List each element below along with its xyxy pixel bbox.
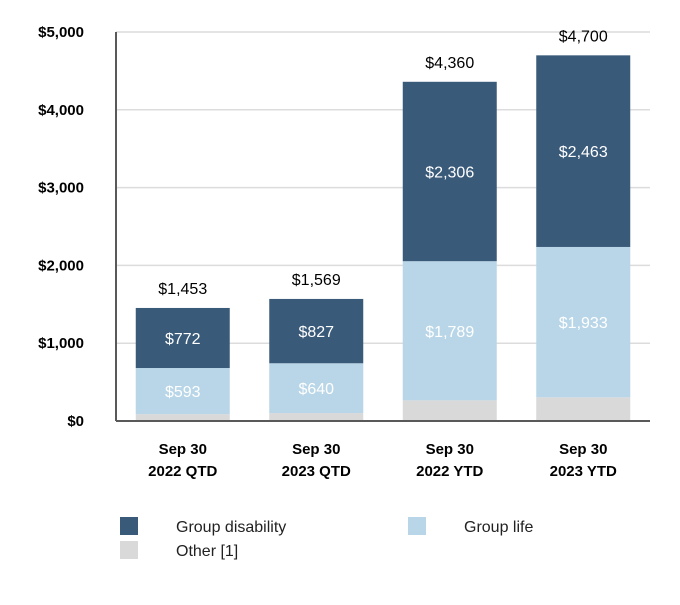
bar-segment-group-life [269, 363, 364, 414]
bar-segment-other-1 [135, 414, 230, 421]
data-label: $2,306 [425, 164, 474, 181]
bar-segment-group-disability [135, 307, 230, 369]
x-category-label: Sep 30 [292, 441, 340, 458]
x-category-label: 2022 YTD [416, 463, 483, 480]
bar-segment-group-disability [402, 81, 497, 262]
legend-label: Other [1] [176, 543, 238, 560]
bar-segment-group-life [536, 246, 631, 398]
total-label: $4,700 [559, 28, 608, 45]
data-label: $640 [298, 381, 334, 398]
bar-segment-group-life [135, 368, 230, 415]
total-label: $4,360 [425, 55, 474, 72]
bar-segment-group-disability [269, 298, 364, 364]
data-label: $593 [165, 384, 201, 401]
legend-label: Group life [464, 519, 533, 536]
data-label: $2,463 [559, 144, 608, 161]
x-category-label: 2023 QTD [282, 463, 351, 480]
labels: $593 $772 $1,453 Sep 30 2022 QTD $640 $827 $1,5… [148, 28, 617, 480]
y-tick-label: $1,000 [38, 335, 84, 352]
data-label: $827 [298, 324, 334, 341]
total-label: $1,453 [158, 281, 207, 298]
x-category-label: 2022 QTD [148, 463, 217, 480]
legend-label: Group disability [176, 519, 286, 536]
legend-swatch [120, 517, 138, 535]
total-label: $1,569 [292, 272, 341, 289]
bar-segment-group-disability [536, 55, 631, 247]
axes: $0 $1,000 $2,000 $3,000 $4,000 $5,000 [38, 24, 650, 430]
y-tick-label: $2,000 [38, 257, 84, 274]
x-category-label: Sep 30 [426, 441, 474, 458]
y-tick-label: $3,000 [38, 180, 84, 197]
legend-swatch [120, 541, 138, 559]
x-category-label: Sep 30 [559, 441, 607, 458]
x-category-label: Sep 30 [159, 441, 207, 458]
bar-segment-other-1 [402, 400, 497, 421]
legend-swatch [408, 517, 426, 535]
data-label: $1,789 [425, 324, 474, 341]
data-label: $1,933 [559, 315, 608, 332]
x-category-label: 2023 YTD [550, 463, 617, 480]
y-tick-label: $5,000 [38, 24, 84, 41]
bar-segment-other-1 [536, 397, 631, 421]
data-label: $772 [165, 331, 201, 348]
bar-segment-group-life [402, 261, 497, 401]
y-tick-label: $0 [67, 413, 84, 430]
legend: Group disability Group life Other [1] [120, 517, 533, 560]
bar-segment-other-1 [269, 413, 364, 421]
y-tick-label: $4,000 [38, 102, 84, 119]
bars [135, 55, 631, 421]
